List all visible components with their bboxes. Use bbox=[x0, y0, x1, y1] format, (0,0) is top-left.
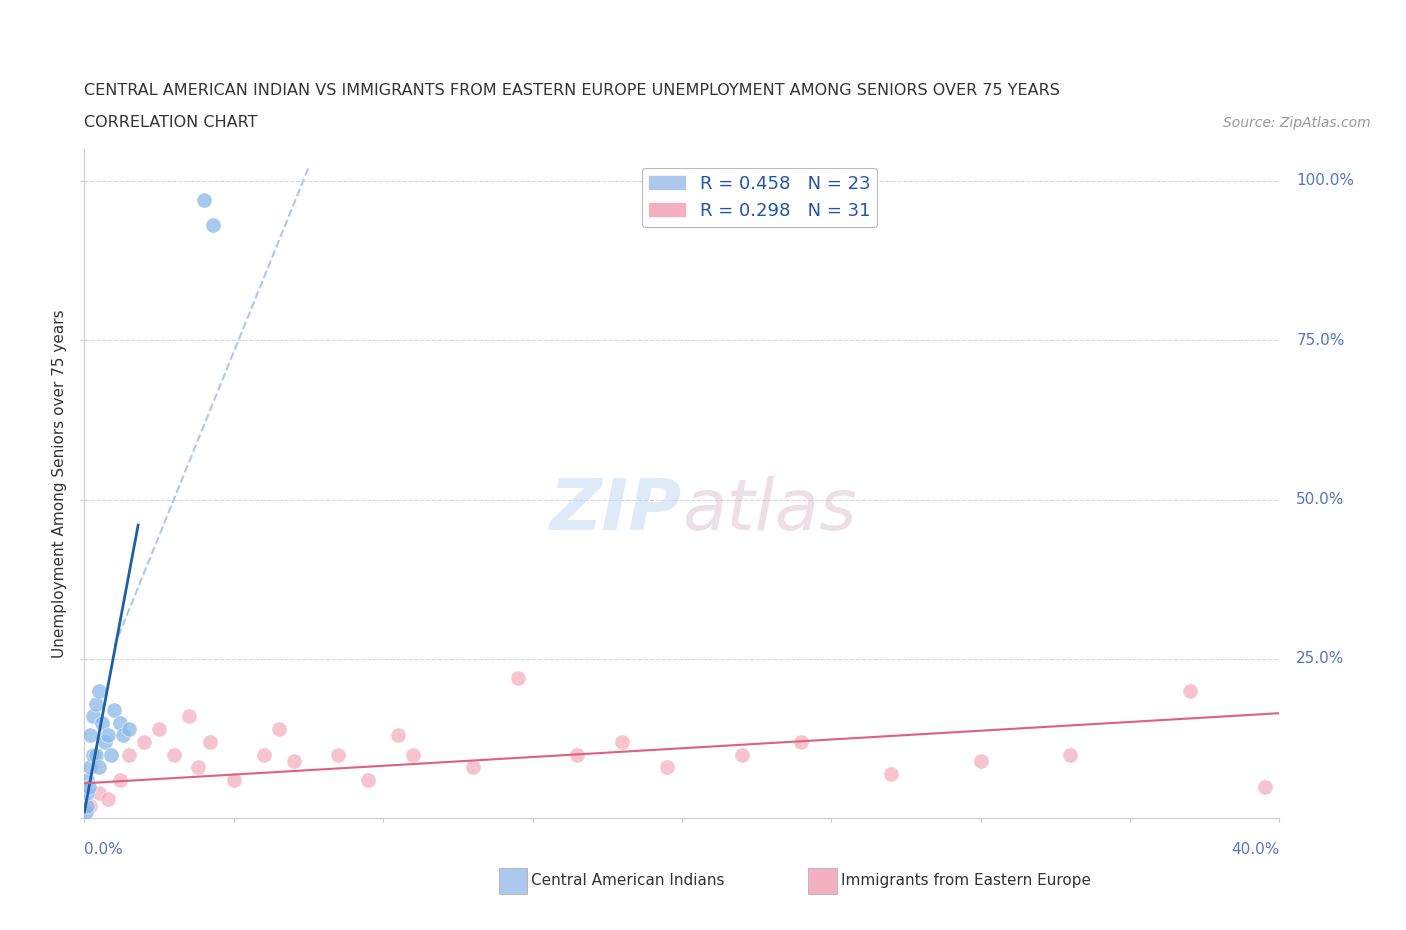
Point bbox=[253, 747, 276, 762]
Point bbox=[94, 735, 117, 750]
Text: atlas: atlas bbox=[682, 476, 856, 545]
Point bbox=[1059, 747, 1081, 762]
Point bbox=[610, 735, 633, 750]
Point bbox=[76, 786, 98, 801]
Text: Central American Indians: Central American Indians bbox=[531, 873, 725, 888]
Point bbox=[567, 747, 589, 762]
Point bbox=[82, 747, 104, 762]
Text: CORRELATION CHART: CORRELATION CHART bbox=[84, 115, 257, 130]
Point bbox=[91, 715, 114, 730]
Point bbox=[89, 760, 111, 775]
Point bbox=[76, 773, 98, 788]
Text: ZIP: ZIP bbox=[550, 476, 682, 545]
Text: Source: ZipAtlas.com: Source: ZipAtlas.com bbox=[1223, 116, 1371, 130]
Point bbox=[112, 728, 135, 743]
Point bbox=[97, 728, 120, 743]
Point bbox=[357, 773, 380, 788]
Point bbox=[198, 735, 221, 750]
Point bbox=[86, 697, 108, 711]
Point bbox=[132, 735, 156, 750]
Point bbox=[77, 779, 100, 794]
Text: 50.0%: 50.0% bbox=[1296, 492, 1344, 507]
Point bbox=[82, 709, 104, 724]
Point bbox=[118, 722, 141, 737]
Point bbox=[1253, 779, 1275, 794]
Point bbox=[193, 193, 215, 207]
Point bbox=[79, 760, 101, 775]
Point bbox=[110, 773, 132, 788]
Point bbox=[402, 747, 425, 762]
Legend: R = 0.458   N = 23, R = 0.298   N = 31: R = 0.458 N = 23, R = 0.298 N = 31 bbox=[641, 168, 877, 227]
Point bbox=[148, 722, 170, 737]
Point bbox=[387, 728, 409, 743]
Point bbox=[1178, 684, 1201, 698]
Point bbox=[86, 747, 108, 762]
Text: 0.0%: 0.0% bbox=[84, 842, 124, 857]
Point bbox=[89, 786, 111, 801]
Point bbox=[790, 735, 813, 750]
Point bbox=[79, 728, 101, 743]
Point bbox=[76, 798, 98, 813]
Text: Immigrants from Eastern Europe: Immigrants from Eastern Europe bbox=[841, 873, 1091, 888]
Point bbox=[163, 747, 186, 762]
Point bbox=[731, 747, 754, 762]
Point bbox=[506, 671, 529, 685]
Point bbox=[100, 747, 122, 762]
Point bbox=[970, 753, 993, 768]
Point bbox=[103, 702, 125, 717]
Point bbox=[461, 760, 484, 775]
Point bbox=[118, 747, 141, 762]
Text: 25.0%: 25.0% bbox=[1296, 652, 1344, 667]
Point bbox=[187, 760, 209, 775]
Point bbox=[222, 773, 245, 788]
Point bbox=[328, 747, 350, 762]
Text: 100.0%: 100.0% bbox=[1296, 173, 1354, 188]
Point bbox=[177, 709, 200, 724]
Point bbox=[75, 804, 97, 819]
Point bbox=[283, 753, 305, 768]
Point bbox=[97, 791, 120, 806]
Y-axis label: Unemployment Among Seniors over 75 years: Unemployment Among Seniors over 75 years bbox=[52, 310, 67, 658]
Point bbox=[655, 760, 678, 775]
Text: 75.0%: 75.0% bbox=[1296, 333, 1344, 348]
Point bbox=[89, 684, 111, 698]
Point bbox=[79, 798, 101, 813]
Text: CENTRAL AMERICAN INDIAN VS IMMIGRANTS FROM EASTERN EUROPE UNEMPLOYMENT AMONG SEN: CENTRAL AMERICAN INDIAN VS IMMIGRANTS FR… bbox=[84, 83, 1060, 98]
Point bbox=[267, 722, 290, 737]
Point bbox=[110, 715, 132, 730]
Point bbox=[880, 766, 903, 781]
Text: 40.0%: 40.0% bbox=[1232, 842, 1279, 857]
Point bbox=[201, 218, 224, 232]
